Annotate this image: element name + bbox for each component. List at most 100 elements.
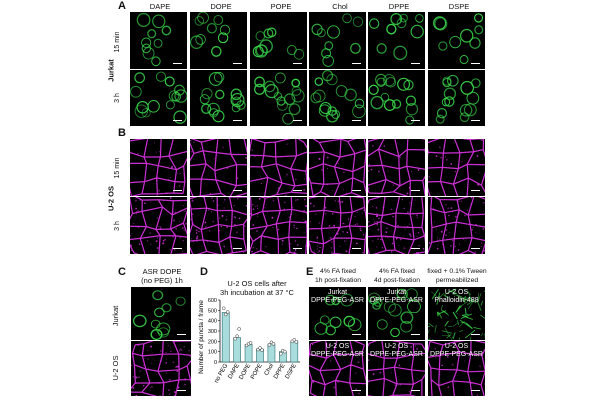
tile-a-3h-1 <box>190 70 247 126</box>
scale-bar <box>352 119 361 121</box>
y-tick-label: 600 <box>208 298 217 304</box>
data-point <box>283 349 287 354</box>
panel-e-header-line1: 4% FA fixed <box>320 268 356 275</box>
scale-bar <box>352 333 361 335</box>
data-point <box>258 346 262 350</box>
panel-b-row-15min: 15 min <box>114 157 121 179</box>
scale-bar <box>411 389 420 391</box>
panel-e-top-overlay-line1: U-2 OS <box>444 289 469 296</box>
scale-bar <box>411 333 420 335</box>
tile-c-u2os <box>131 341 191 396</box>
data-point <box>279 351 283 356</box>
y-axis-label: Number of puncta / frame <box>198 300 205 374</box>
panel-c-title-line2: (no PEG) 1h <box>141 276 183 285</box>
scale-bar <box>233 189 242 191</box>
scale-bar <box>293 62 302 64</box>
panel-d-bar-chart: Number of puncta / frame 0 100 200 300 400 500… <box>198 298 300 384</box>
scale-bar <box>471 62 480 64</box>
scale-bar <box>471 389 480 391</box>
panel-e-bottom-overlay-line1: U-2 OS <box>325 343 350 350</box>
scale-bar <box>411 119 420 121</box>
y-tick-label: 300 <box>208 329 217 335</box>
panel-c-letter: C <box>118 266 126 278</box>
y-tick-label: 100 <box>208 350 217 356</box>
scale-bar <box>173 62 182 64</box>
data-point <box>225 310 230 314</box>
scale-bar <box>411 189 420 191</box>
tile-c-jurkat <box>131 287 191 340</box>
tile-a-15min-1 <box>190 12 247 69</box>
scale-bar <box>471 189 480 191</box>
scale-bar <box>173 189 182 191</box>
y-tick-label: 0 <box>214 360 217 366</box>
tile-b-15min-4 <box>368 139 425 196</box>
tile-b-3h-0 <box>130 197 187 254</box>
tile-b-15min-3 <box>309 139 366 196</box>
scale-bar <box>352 189 361 191</box>
panel-d-letter: D <box>200 266 208 278</box>
panel-e-top-overlay-line2: DPPE-PEG-ASR <box>370 297 423 304</box>
scale-bar <box>352 247 361 249</box>
panel-a-letter: A <box>118 0 126 12</box>
scale-bar <box>233 119 242 121</box>
tile-e-top-2: U-2 OS Phalloidin-488 <box>428 287 485 340</box>
data-point <box>223 312 228 317</box>
tile-a-15min-4 <box>368 12 425 69</box>
x-tick-label: POPE <box>250 363 264 380</box>
tile-a-15min-2 <box>250 12 307 69</box>
bar-dspe <box>290 340 299 363</box>
scale-bar <box>233 247 242 249</box>
y-tick-label: 400 <box>208 319 217 325</box>
panel-e-header-line2: 4d post-fixation <box>373 277 421 284</box>
panel-c-row-u2os: U-2 OS <box>111 355 120 381</box>
tile-e-bottom-2: U-2 OS DPPE-PEG-ASR <box>428 341 485 396</box>
panel-e-bottom-overlay-line2: DPPE-PEG-ASR <box>370 351 423 358</box>
scale-bar <box>173 247 182 249</box>
tile-b-3h-4 <box>368 197 425 254</box>
col-label-dape: DAPE <box>149 2 171 11</box>
tile-b-15min-1 <box>190 139 247 196</box>
col-label-pope: POPE <box>270 2 292 11</box>
scale-bar <box>293 247 302 249</box>
panel-e-header-line1: 4% FA fixed <box>379 268 415 275</box>
bar-no-peg <box>221 312 230 363</box>
data-point <box>292 338 297 342</box>
data-point <box>260 348 264 352</box>
col-label-chol: Chol <box>332 2 348 11</box>
tile-a-3h-3 <box>309 70 366 126</box>
panel-c-row-jurkat: Jurkat <box>111 305 120 327</box>
tile-e-top-1: Jurkat DPPE-PEG-ASR <box>368 287 425 340</box>
tile-a-3h-5 <box>428 70 485 126</box>
data-point <box>271 342 276 346</box>
y-tick-label: 500 <box>208 308 217 314</box>
tile-a-15min-3 <box>309 12 366 69</box>
tile-b-3h-5 <box>428 197 485 254</box>
data-point <box>221 306 226 311</box>
panel-c-title-line1: ASR DOPE <box>142 267 182 276</box>
panel-e-bottom-overlay-line1: U-2 OS <box>444 343 469 350</box>
scale-bar <box>177 333 186 335</box>
tile-a-3h-4 <box>368 70 425 126</box>
y-tick-label: 200 <box>208 339 217 345</box>
tile-b-3h-3 <box>309 197 366 254</box>
data-point <box>235 334 239 338</box>
col-label-dppe: DPPE <box>388 2 410 11</box>
tile-a-3h-2 <box>250 70 307 126</box>
tile-b-15min-2 <box>250 139 307 196</box>
tile-b-3h-1 <box>190 197 247 254</box>
col-label-dope: DOPE <box>210 2 232 11</box>
bar-dape <box>233 337 241 363</box>
panel-e-header-line2: 1h post-fixation <box>314 277 362 284</box>
panel-e-bottom-overlay-line2: DPPE-PEG-ASR <box>311 351 364 358</box>
tile-b-3h-2 <box>250 197 307 254</box>
tile-e-bottom-1: U-2 OS DPPE-PEG-ASR <box>368 341 425 396</box>
panel-a-row-15min: 15 min <box>114 31 121 53</box>
x-tick-label: Chol <box>264 363 275 377</box>
x-tick-label: DSPE <box>285 363 298 380</box>
panel-e-top-overlay-line1: Jurkat <box>386 289 407 296</box>
tile-a-15min-0 <box>130 12 187 69</box>
panel-a-row-3h: 3 h <box>114 93 121 103</box>
data-point <box>233 337 237 341</box>
tile-b-15min-0 <box>130 139 187 196</box>
scale-bar <box>471 333 480 335</box>
